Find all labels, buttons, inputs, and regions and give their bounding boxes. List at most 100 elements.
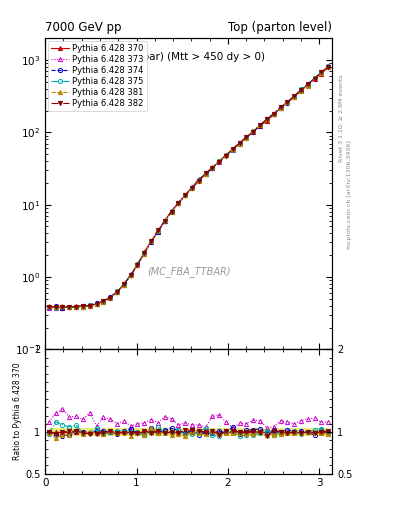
Pythia 6.428 381	[108, 295, 112, 301]
Pythia 6.428 375	[46, 304, 51, 310]
Pythia 6.428 375	[183, 192, 187, 198]
Pythia 6.428 381	[244, 135, 249, 141]
Line: Pythia 6.428 373: Pythia 6.428 373	[47, 65, 331, 310]
Pythia 6.428 375	[53, 305, 58, 311]
Pythia 6.428 374	[244, 135, 249, 141]
Text: (MC_FBA_TTBAR): (MC_FBA_TTBAR)	[147, 266, 230, 277]
Pythia 6.428 370	[326, 63, 331, 70]
Pythia 6.428 381	[162, 217, 167, 223]
Pythia 6.428 375	[81, 304, 85, 310]
Pythia 6.428 374	[203, 170, 208, 177]
Pythia 6.428 375	[94, 301, 99, 307]
Pythia 6.428 373	[196, 177, 201, 183]
Pythia 6.428 370	[264, 118, 269, 124]
Pythia 6.428 374	[272, 111, 276, 117]
Pythia 6.428 381	[74, 304, 79, 310]
Pythia 6.428 381	[319, 70, 324, 76]
Pythia 6.428 373	[74, 304, 79, 310]
Pythia 6.428 382	[285, 99, 290, 105]
Pythia 6.428 373	[305, 81, 310, 88]
Pythia 6.428 382	[319, 69, 324, 75]
Pythia 6.428 370	[292, 94, 297, 100]
Pythia 6.428 375	[237, 140, 242, 146]
Pythia 6.428 382	[196, 178, 201, 184]
Pythia 6.428 382	[264, 116, 269, 122]
Pythia 6.428 375	[305, 81, 310, 88]
Pythia 6.428 370	[156, 229, 160, 235]
Text: $10^{-1}$: $10^{-1}$	[310, 352, 332, 365]
Pythia 6.428 373	[101, 298, 106, 305]
Pythia 6.428 373	[244, 134, 249, 140]
Pythia 6.428 370	[196, 176, 201, 182]
Pythia 6.428 374	[183, 192, 187, 198]
Pythia 6.428 381	[299, 88, 303, 94]
Pythia 6.428 381	[115, 289, 119, 295]
Pythia 6.428 373	[94, 301, 99, 307]
Pythia 6.428 373	[285, 99, 290, 105]
Pythia 6.428 374	[312, 75, 317, 81]
Pythia 6.428 381	[237, 140, 242, 146]
Pythia 6.428 370	[183, 192, 187, 198]
Line: Pythia 6.428 382: Pythia 6.428 382	[47, 65, 331, 310]
Pythia 6.428 370	[278, 105, 283, 111]
Pythia 6.428 374	[53, 304, 58, 310]
Pythia 6.428 382	[135, 262, 140, 268]
Pythia 6.428 370	[87, 303, 92, 309]
Pythia 6.428 374	[115, 289, 119, 295]
Pythia 6.428 375	[231, 147, 235, 153]
Pythia 6.428 374	[94, 300, 99, 306]
Text: 7000 GeV pp: 7000 GeV pp	[45, 22, 122, 34]
Pythia 6.428 382	[189, 185, 194, 191]
Pythia 6.428 374	[189, 184, 194, 190]
Pythia 6.428 374	[278, 104, 283, 111]
Pythia 6.428 375	[67, 304, 72, 310]
Pythia 6.428 373	[231, 146, 235, 153]
Pythia 6.428 374	[121, 281, 126, 287]
Pythia 6.428 373	[299, 87, 303, 93]
Pythia 6.428 374	[149, 239, 153, 245]
Y-axis label: Ratio to Pythia 6.428 370: Ratio to Pythia 6.428 370	[13, 362, 22, 460]
Pythia 6.428 382	[312, 75, 317, 81]
Pythia 6.428 381	[128, 272, 133, 279]
Pythia 6.428 382	[94, 301, 99, 307]
Pythia 6.428 374	[292, 94, 297, 100]
Pythia 6.428 382	[299, 87, 303, 93]
Pythia 6.428 381	[217, 158, 222, 164]
Pythia 6.428 374	[319, 70, 324, 76]
Pythia 6.428 370	[319, 71, 324, 77]
Pythia 6.428 382	[251, 129, 256, 135]
Pythia 6.428 382	[46, 304, 51, 310]
Pythia 6.428 381	[189, 185, 194, 191]
Pythia 6.428 370	[285, 98, 290, 104]
Pythia 6.428 373	[46, 305, 51, 311]
Pythia 6.428 373	[156, 227, 160, 233]
Pythia 6.428 382	[272, 111, 276, 117]
Pythia 6.428 382	[258, 122, 263, 129]
Pythia 6.428 373	[237, 141, 242, 147]
Pythia 6.428 382	[81, 303, 85, 309]
Pythia 6.428 370	[101, 298, 106, 304]
Pythia 6.428 381	[149, 238, 153, 244]
Pythia 6.428 382	[87, 303, 92, 309]
Pythia 6.428 382	[74, 304, 79, 310]
Pythia 6.428 381	[60, 303, 65, 309]
Pythia 6.428 381	[67, 304, 72, 310]
Line: Pythia 6.428 370: Pythia 6.428 370	[47, 65, 331, 310]
Pythia 6.428 373	[183, 192, 187, 198]
Pythia 6.428 373	[149, 239, 153, 245]
Pythia 6.428 374	[231, 146, 235, 152]
Pythia 6.428 375	[121, 282, 126, 288]
Pythia 6.428 381	[224, 152, 228, 158]
Pythia 6.428 381	[272, 111, 276, 117]
Pythia 6.428 373	[224, 153, 228, 159]
Pythia 6.428 381	[46, 304, 51, 310]
Pythia 6.428 375	[169, 208, 174, 215]
Pythia 6.428 375	[142, 250, 147, 257]
Pythia 6.428 381	[292, 94, 297, 100]
Pythia 6.428 370	[142, 249, 147, 255]
Pythia 6.428 373	[108, 294, 112, 301]
Pythia 6.428 374	[176, 200, 181, 206]
Pythia 6.428 374	[169, 208, 174, 215]
Pythia 6.428 370	[169, 208, 174, 214]
Pythia 6.428 375	[258, 122, 263, 128]
